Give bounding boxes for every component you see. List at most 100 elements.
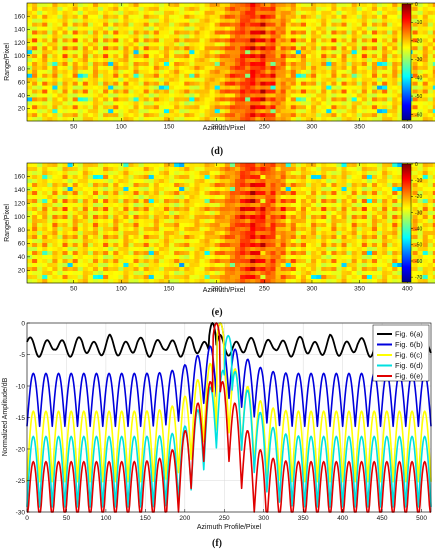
heatmap-cell [295,93,302,98]
heatmap-cell [92,207,99,212]
heatmap-cell [67,6,73,12]
heatmap-cell [72,275,79,280]
heatmap-cell [265,14,271,20]
heatmap-cell [260,179,266,184]
heatmap-cell [92,38,99,43]
heatmap-cell [214,113,221,118]
heatmap-cell [387,42,393,47]
heatmap-cell [113,113,119,118]
heatmap-cell [397,113,403,118]
heatmap-cell [255,34,261,39]
heatmap-cell [240,113,246,118]
heatmap-cells [27,163,435,284]
heatmap-cell [153,223,160,228]
heatmap-cell [72,223,79,228]
heatmap-cell [270,227,276,232]
heatmap-cell [52,18,58,23]
heatmap-cell [189,85,195,90]
heatmap-cell [82,65,89,71]
heatmap-cell [321,18,327,23]
heatmap-cell [371,89,378,94]
heatmap-cell [98,105,104,110]
heatmap-cell [234,223,241,228]
heatmap-cell [47,263,53,268]
heatmap-cell [133,105,139,110]
heatmap-cell [128,81,134,86]
heatmap-cell [123,117,129,122]
heatmap-cell [82,171,89,176]
heatmap-cell [108,14,114,20]
heatmap-cell [295,117,302,122]
heatmap-cell [432,65,435,71]
heatmap-cell [118,183,124,188]
heatmap-cell [62,109,68,114]
heatmap-cell [224,34,231,39]
heatmap-cell [169,247,175,252]
heatmap-cell [103,171,109,176]
heatmap-cell [214,223,221,228]
heatmap-cell [47,34,53,39]
heatmap-cell [387,3,393,8]
heatmap-cell [427,77,434,82]
heatmap-cell [108,26,114,31]
heatmap-cell [341,239,347,244]
heatmap-cell [77,167,84,172]
heatmap-cell [432,30,435,35]
heatmap-cell [87,14,94,20]
heatmap-cell [331,275,337,280]
heatmap-cell [326,6,332,12]
heatmap-cell [133,62,139,67]
heatmap-cell [346,6,352,12]
heatmap-cell [392,6,398,12]
heatmap-cell [234,42,241,47]
heatmap-cell [270,171,276,176]
heatmap-cell [108,18,114,23]
heatmap-cell [417,58,423,63]
heatmap-cell [98,46,104,51]
heatmap-cell [240,195,246,200]
heatmap-cell [240,251,246,256]
heatmap-cell [316,203,322,208]
heatmap-cell [194,81,200,86]
heatmap-cell [260,14,266,20]
heatmap-cell [285,267,292,272]
heatmap-cell [158,179,165,184]
heatmap-cell [153,113,160,118]
heatmap-cell [351,259,358,264]
heatmap-cell [143,30,150,35]
heatmap-cell [412,42,418,47]
heatmap-cell [189,215,195,220]
heatmap-cell [32,97,38,102]
heatmap-cell [67,171,73,176]
heatmap-cell [184,163,190,168]
heatmap-cell [351,93,358,98]
heatmap-cell [158,183,165,188]
heatmap-cell [199,183,205,188]
heatmap-cell [209,101,215,106]
heatmap-cell [234,227,241,232]
heatmap-cell [133,93,139,98]
heatmap-cell [179,50,185,55]
heatmap-cell [163,6,170,12]
heatmap-cell [422,81,429,86]
heatmap-cell [184,85,190,90]
heatmap-cell [62,255,68,260]
heatmap-cell [199,179,205,184]
heatmap-cell [214,3,221,8]
heatmap-cell [245,46,251,51]
heatmap-cell [77,117,84,122]
heatmap-cell [194,22,200,27]
heatmap-cell [311,89,317,94]
heatmap-cell [123,247,129,252]
heatmap-cell [361,42,368,47]
heatmap-cell [306,207,312,212]
heatmap-cell [158,239,165,244]
heatmap-cell [306,69,312,75]
heatmap-cell [92,117,99,122]
heatmap-cell [143,89,150,94]
heatmap-cell [356,6,363,12]
heatmap-cell [42,199,48,204]
heatmap-cell [98,163,104,168]
heatmap-cell [285,175,292,180]
heatmap-cell [87,199,94,204]
